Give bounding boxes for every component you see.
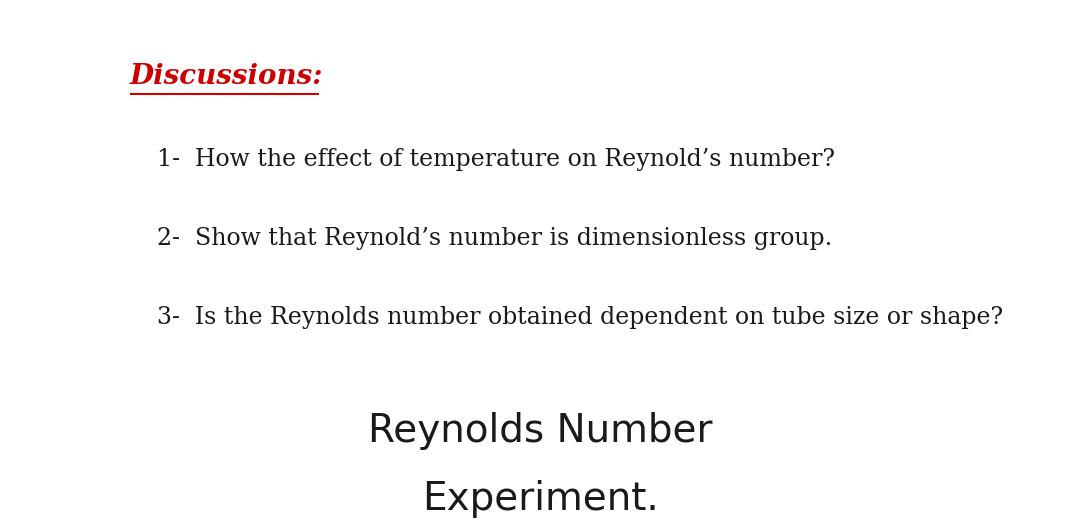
Text: 2-  Show that Reynold’s number is dimensionless group.: 2- Show that Reynold’s number is dimensi…	[157, 227, 832, 250]
Text: 1-  How the effect of temperature on Reynold’s number?: 1- How the effect of temperature on Reyn…	[157, 148, 835, 171]
Text: Reynolds Number: Reynolds Number	[368, 412, 712, 450]
Text: Experiment.: Experiment.	[421, 480, 659, 518]
Text: Discussions:: Discussions:	[130, 63, 323, 90]
Text: 3-  Is the Reynolds number obtained dependent on tube size or shape?: 3- Is the Reynolds number obtained depen…	[157, 306, 1002, 329]
